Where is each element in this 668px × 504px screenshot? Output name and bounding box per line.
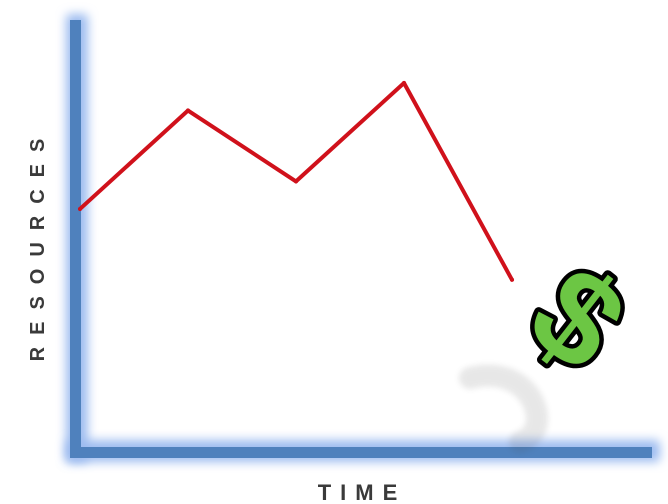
x-axis-line [70, 447, 652, 458]
dollar-sign-icon: $ $ [499, 233, 656, 403]
series-line-segment [78, 108, 190, 211]
axes [66, 14, 660, 462]
y-axis-label: RESOURCES [27, 127, 49, 362]
series-line-segment [294, 80, 406, 184]
series-group [78, 80, 514, 282]
dollar-shadow [459, 364, 548, 453]
svg-text:$: $ [504, 237, 652, 398]
series-line-segment [186, 108, 298, 184]
series-point [78, 206, 82, 211]
x-axis-label: TIME [318, 480, 407, 504]
series-point [402, 80, 406, 85]
series-point [294, 179, 298, 184]
series-line-segment [402, 80, 514, 282]
y-axis-line [70, 20, 81, 458]
series-point [510, 277, 514, 282]
series-point [186, 108, 190, 113]
